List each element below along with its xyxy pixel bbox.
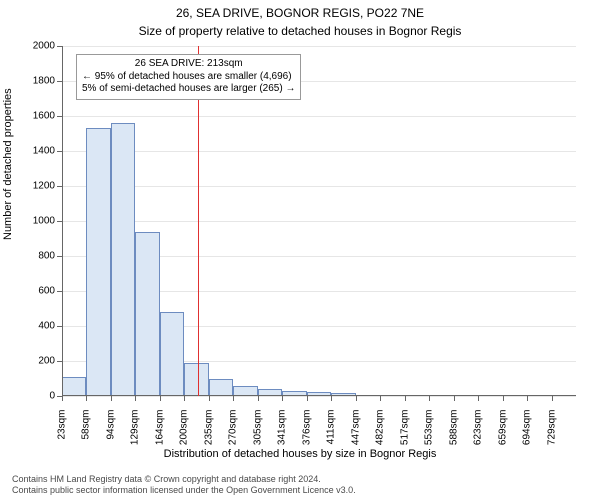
chart-title-line2: Size of property relative to detached ho… xyxy=(0,24,600,38)
x-tick-mark xyxy=(233,396,234,401)
x-tick-mark xyxy=(258,396,259,401)
x-tick-mark xyxy=(111,396,112,401)
chart-title-line1: 26, SEA DRIVE, BOGNOR REGIS, PO22 7NE xyxy=(0,6,600,20)
grid-line xyxy=(62,186,576,187)
x-tick-label: 376sqm xyxy=(301,410,312,450)
x-tick-mark xyxy=(209,396,210,401)
histogram-bar xyxy=(111,123,135,396)
x-tick-label: 200sqm xyxy=(179,410,190,450)
footer-attribution: Contains HM Land Registry data © Crown c… xyxy=(12,474,356,496)
y-tick-label: 1800 xyxy=(33,76,55,87)
x-tick-label: 129sqm xyxy=(130,410,141,450)
x-tick-label: 23sqm xyxy=(57,410,68,450)
x-tick-mark xyxy=(380,396,381,401)
y-tick-label: 200 xyxy=(38,356,55,367)
footer-line: Contains public sector information licen… xyxy=(12,485,356,496)
x-tick-mark xyxy=(282,396,283,401)
x-tick-label: 517sqm xyxy=(399,410,410,450)
histogram-bar xyxy=(184,363,208,396)
x-tick-mark xyxy=(184,396,185,401)
y-tick-label: 1600 xyxy=(33,111,55,122)
x-tick-mark xyxy=(478,396,479,401)
annotation-line: ← 95% of detached houses are smaller (4,… xyxy=(82,71,295,84)
x-tick-mark xyxy=(429,396,430,401)
x-tick-mark xyxy=(527,396,528,401)
grid-line xyxy=(62,221,576,222)
x-axis-label: Distribution of detached houses by size … xyxy=(0,448,600,460)
x-tick-mark xyxy=(454,396,455,401)
y-tick-label: 2000 xyxy=(33,41,55,52)
y-tick-label: 1000 xyxy=(33,216,55,227)
y-axis-label: Number of detached properties xyxy=(2,88,14,240)
histogram-bar xyxy=(62,377,86,396)
histogram-bar xyxy=(86,128,110,396)
x-axis-line xyxy=(62,395,576,396)
y-tick-label: 400 xyxy=(38,321,55,332)
x-tick-mark xyxy=(356,396,357,401)
x-tick-mark xyxy=(135,396,136,401)
footer-line: Contains HM Land Registry data © Crown c… xyxy=(12,474,356,485)
x-tick-mark xyxy=(331,396,332,401)
y-tick-label: 1200 xyxy=(33,181,55,192)
y-axis-line xyxy=(62,46,63,396)
x-tick-mark xyxy=(503,396,504,401)
chart-container: 26, SEA DRIVE, BOGNOR REGIS, PO22 7NE Si… xyxy=(0,0,600,500)
y-tick-label: 1400 xyxy=(33,146,55,157)
grid-line xyxy=(62,116,576,117)
x-tick-mark xyxy=(86,396,87,401)
x-tick-label: 164sqm xyxy=(154,410,165,450)
x-tick-label: 235sqm xyxy=(203,410,214,450)
x-tick-label: 659sqm xyxy=(497,410,508,450)
x-tick-mark xyxy=(307,396,308,401)
grid-line xyxy=(62,151,576,152)
y-tick-label: 0 xyxy=(49,391,55,402)
grid-line xyxy=(62,396,576,397)
x-tick-mark xyxy=(160,396,161,401)
x-tick-label: 341sqm xyxy=(277,410,288,450)
annotation-box: 26 SEA DRIVE: 213sqm← 95% of detached ho… xyxy=(76,54,301,100)
x-tick-label: 58sqm xyxy=(81,410,92,450)
x-tick-label: 588sqm xyxy=(448,410,459,450)
x-tick-label: 729sqm xyxy=(546,410,557,450)
histogram-bar xyxy=(209,379,233,397)
x-tick-label: 447sqm xyxy=(350,410,361,450)
x-tick-label: 270sqm xyxy=(228,410,239,450)
histogram-bar xyxy=(135,232,159,397)
x-tick-mark xyxy=(405,396,406,401)
annotation-line: 5% of semi-detached houses are larger (2… xyxy=(82,83,295,96)
x-tick-label: 694sqm xyxy=(522,410,533,450)
annotation-line: 26 SEA DRIVE: 213sqm xyxy=(82,58,295,71)
y-tick-label: 600 xyxy=(38,286,55,297)
x-tick-label: 482sqm xyxy=(375,410,386,450)
grid-line xyxy=(62,46,576,47)
histogram-bar xyxy=(160,312,184,396)
x-tick-label: 305sqm xyxy=(252,410,263,450)
x-tick-mark xyxy=(62,396,63,401)
x-tick-label: 94sqm xyxy=(105,410,116,450)
x-tick-label: 553sqm xyxy=(424,410,435,450)
y-tick-label: 800 xyxy=(38,251,55,262)
x-tick-mark xyxy=(552,396,553,401)
x-tick-label: 623sqm xyxy=(473,410,484,450)
x-tick-label: 411sqm xyxy=(326,410,337,450)
